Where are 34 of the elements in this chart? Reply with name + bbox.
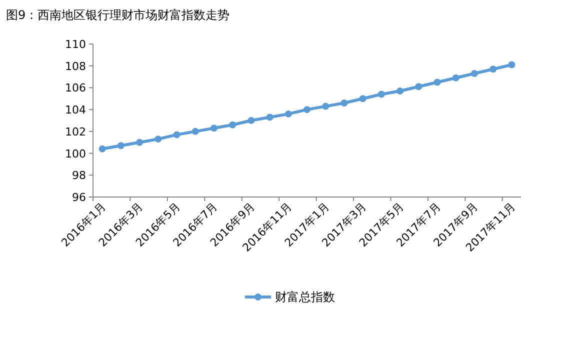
point: [490, 66, 497, 73]
point: [434, 78, 441, 86]
point: [322, 102, 330, 110]
y-tick-label: 102: [65, 125, 86, 138]
y-tick-label: 98: [72, 169, 86, 182]
point: [378, 90, 385, 98]
point: [173, 131, 180, 138]
point: [359, 95, 366, 102]
point: [192, 128, 199, 135]
legend-label: 财富总指数: [275, 290, 335, 304]
y-tick-label: 100: [65, 147, 86, 160]
y-tick-label: 108: [65, 60, 86, 73]
y-tick-label: 96: [72, 191, 86, 204]
point: [210, 124, 218, 132]
point: [266, 114, 274, 121]
point: [508, 61, 516, 68]
point: [248, 117, 255, 124]
y-tick-label: 106: [65, 82, 86, 95]
point: [136, 138, 144, 146]
point: [396, 87, 404, 94]
point: [304, 106, 310, 114]
chart-title: 图9：西南地区银行理财市场财富指数走势: [6, 8, 230, 22]
point: [229, 121, 236, 128]
point: [470, 70, 478, 78]
point: [415, 83, 422, 90]
point: [340, 100, 348, 107]
legend: 财富总指数: [245, 290, 335, 304]
y-tick-label: 110: [65, 38, 86, 51]
point: [284, 110, 292, 118]
y-tick-label: 104: [65, 104, 86, 117]
point: [117, 142, 124, 150]
point: [98, 145, 106, 152]
point: [452, 74, 460, 82]
point: [154, 136, 162, 143]
